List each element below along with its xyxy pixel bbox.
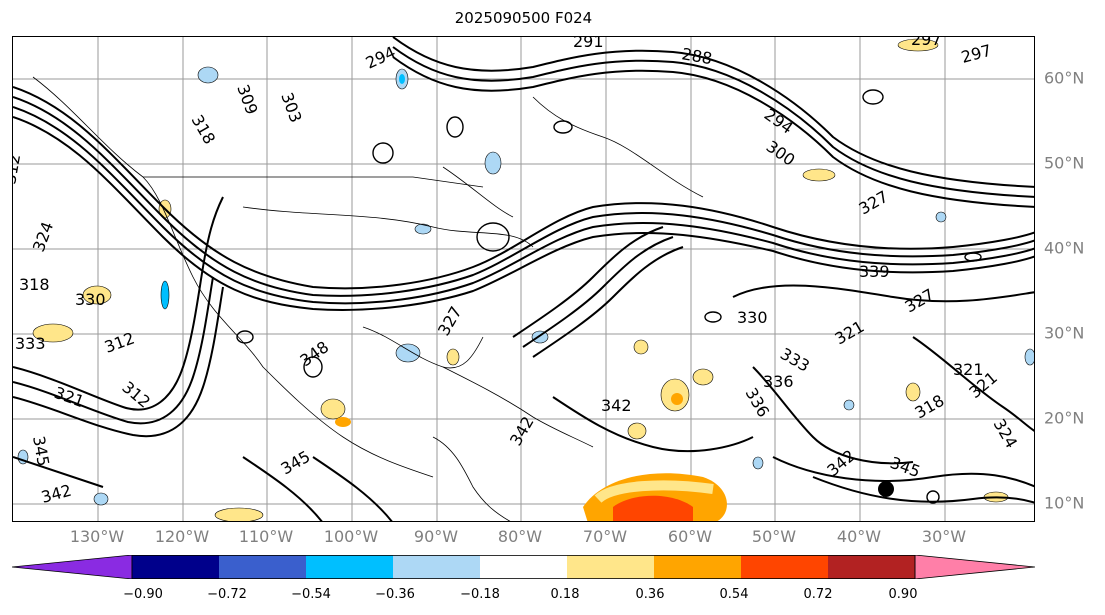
longitude-label: 130°W <box>69 527 125 546</box>
colorbar-tick-label: 0.54 <box>719 587 749 602</box>
latitude-label: 40°N <box>1044 238 1085 258</box>
figure-title: 2025090500 F024 <box>454 9 593 27</box>
contour-label: 321 <box>52 383 87 411</box>
contour-label: 348 <box>296 337 332 370</box>
colorbar-extend-high <box>914 555 1035 579</box>
map-canvas: 294 291 288 297 297 309 303 318 312 324 … <box>13 37 1034 521</box>
colorbar-segments <box>12 555 1035 579</box>
colorbar-tick-label: −0.72 <box>207 587 247 602</box>
colorbar-segment <box>480 555 568 579</box>
longitude-label: 120°W <box>154 527 210 546</box>
latitude-label: 30°N <box>1044 323 1085 343</box>
contour-label: 330 <box>737 308 768 327</box>
colorbar-tick-label: 0.72 <box>803 587 833 602</box>
contour-label: 327 <box>902 285 938 317</box>
colorbar-segment <box>306 555 394 579</box>
contour-label: 303 <box>277 90 305 125</box>
colorbar-tick-label: −0.36 <box>375 587 415 602</box>
colorbar-tick-label: −0.54 <box>291 587 331 602</box>
longitude-label: 40°W <box>836 527 882 546</box>
colorbar-tick-label: −0.90 <box>123 587 163 602</box>
colorbar-tick-label: 0.36 <box>635 587 665 602</box>
contour-label: 318 <box>188 112 220 148</box>
contour-lines <box>13 37 1034 521</box>
contour-label: 342 <box>39 481 73 507</box>
contour-label: 327 <box>856 187 892 219</box>
latitude-label: 60°N <box>1044 68 1085 88</box>
longitude-label: 80°W <box>497 527 543 546</box>
latitude-label: 20°N <box>1044 408 1085 428</box>
colorbar-segment <box>654 555 742 579</box>
colorbar-tick-label: 0.90 <box>888 587 918 602</box>
colorbar-tick-label: 0.18 <box>550 587 580 602</box>
contour-label: 333 <box>777 344 813 376</box>
colorbar <box>12 555 1035 579</box>
colorbar-extend-low <box>12 555 133 579</box>
contour-label: 288 <box>680 44 713 68</box>
colorbar-segment <box>219 555 307 579</box>
contour-label: 294 <box>761 105 797 138</box>
longitude-label: 110°W <box>238 527 294 546</box>
contour-label: 345 <box>278 447 314 479</box>
contour-label: 300 <box>763 137 799 170</box>
longitude-label: 90°W <box>413 527 459 546</box>
longitude-label: 60°W <box>667 527 713 546</box>
colorbar-segment <box>567 555 655 579</box>
marker-dot <box>878 481 894 497</box>
closed-contours <box>236 89 982 504</box>
contour-label: 324 <box>990 416 1022 452</box>
contour-label: 312 <box>102 328 137 356</box>
contour-label: 330 <box>75 290 106 309</box>
contour-label: 309 <box>233 82 261 117</box>
longitude-label: 30°W <box>921 527 967 546</box>
colorbar-segment <box>741 555 829 579</box>
longitude-label: 70°W <box>582 527 628 546</box>
contour-label: 345 <box>888 453 923 481</box>
colorbar-segment <box>393 555 481 579</box>
contour-label: 312 <box>13 152 24 185</box>
colorbar-segment <box>828 555 916 579</box>
contour-label: 339 <box>859 262 890 281</box>
contour-label: 333 <box>15 334 46 353</box>
contour-label: 321 <box>832 317 868 349</box>
colorbar-border <box>131 555 916 579</box>
contour-label: 336 <box>763 372 794 391</box>
longitude-label: 100°W <box>323 527 379 546</box>
contour-label: 342 <box>506 413 538 449</box>
contour-label: 297 <box>959 41 993 67</box>
contour-label: 342 <box>601 396 632 415</box>
latitude-label: 50°N <box>1044 153 1085 173</box>
latitude-label: 10°N <box>1044 493 1085 513</box>
map-panel: 294 291 288 297 297 309 303 318 312 324 … <box>12 36 1035 522</box>
contour-label: 291 <box>573 37 604 51</box>
longitude-label: 50°W <box>751 527 797 546</box>
coastlines <box>32 76 704 521</box>
colorbar-segment <box>132 555 220 579</box>
contour-label: 321 <box>953 360 984 379</box>
contour-label: 297 <box>911 37 942 49</box>
contour-label: 318 <box>19 275 50 294</box>
contour-value-labels: 294 291 288 297 297 309 303 318 312 324 … <box>13 37 1021 507</box>
shaded-anomalies <box>17 38 1034 521</box>
colorbar-tick-label: −0.18 <box>460 587 500 602</box>
